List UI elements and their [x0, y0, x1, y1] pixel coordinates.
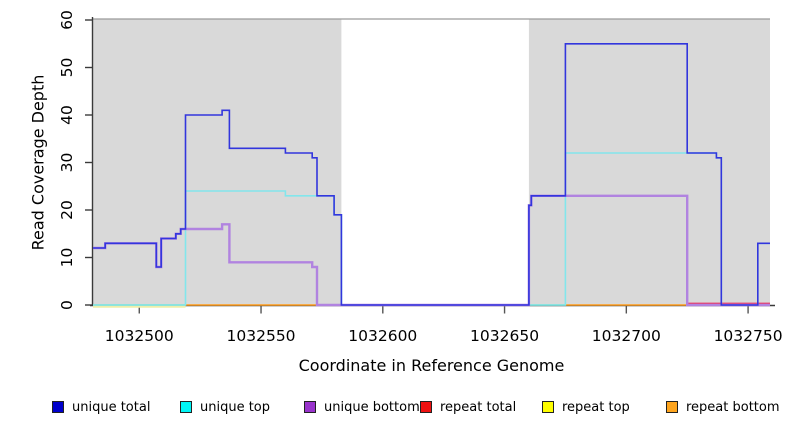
y-axis-tick-label: 30 — [58, 153, 76, 173]
series-line-unique-total — [93, 43, 770, 306]
legend-item-unique-bottom: unique bottom — [304, 399, 420, 415]
legend: unique total unique top unique bottom repea… — [0, 399, 792, 419]
coverage-plot: 0 10 20 30 40 50 60 1032500 1032550 1032600 103265… — [58, 10, 783, 345]
legend-swatch — [180, 401, 192, 413]
legend-item-repeat-total: repeat total — [420, 399, 516, 415]
legend-label: unique total — [72, 399, 151, 415]
x-axis-tick-label: 1032650 — [470, 327, 539, 345]
x-axis-tick-label: 1032550 — [227, 327, 296, 345]
x-axis-tick-label: 1032600 — [348, 327, 417, 345]
legend-swatch — [666, 401, 678, 413]
legend-label: repeat total — [440, 399, 517, 415]
legend-item-unique-total: unique total — [52, 399, 150, 415]
legend-swatch — [304, 401, 316, 413]
x-axis-title: Coordinate in Reference Genome — [298, 356, 565, 375]
legend-item-repeat-bottom: repeat bottom — [666, 399, 780, 415]
shaded-region — [528, 19, 770, 306]
x-axis-tick-label: 1032750 — [714, 327, 783, 345]
legend-item-repeat-top: repeat top — [542, 399, 630, 415]
legend-swatch — [420, 401, 432, 413]
y-axis-tick-label: 10 — [58, 248, 76, 268]
legend-item-unique-top: unique top — [180, 399, 270, 415]
legend-swatch — [542, 401, 554, 413]
shaded-region — [93, 19, 342, 306]
y-axis-tick-label: 50 — [58, 58, 76, 78]
y-axis-title: Read Coverage Depth — [8, 0, 68, 325]
legend-swatch — [52, 401, 64, 413]
legend-label: repeat top — [562, 399, 630, 415]
legend-label: unique top — [200, 399, 271, 415]
x-axis-tick-label: 1032700 — [592, 327, 661, 345]
y-axis-tick-label: 0 — [58, 300, 76, 310]
y-axis-tick-label: 40 — [58, 105, 76, 125]
x-axis-tick-label: 1032500 — [105, 327, 174, 345]
y-axis-title-text: Read Coverage Depth — [28, 74, 48, 251]
legend-label: repeat bottom — [686, 399, 780, 415]
legend-label: unique bottom — [324, 399, 420, 415]
y-axis-tick-label: 20 — [58, 200, 76, 220]
y-axis-tick-label: 60 — [58, 10, 76, 30]
